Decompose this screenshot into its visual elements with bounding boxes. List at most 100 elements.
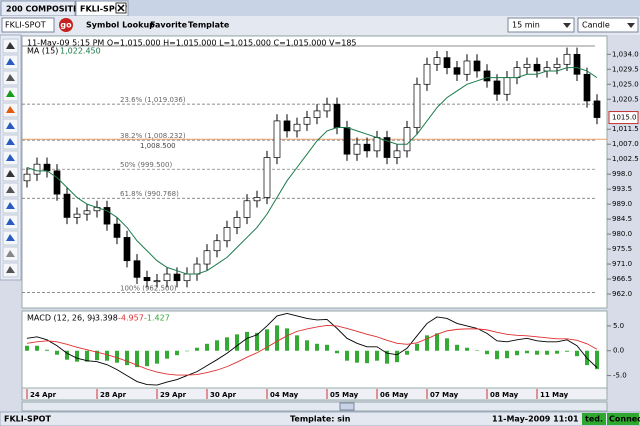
tool-icon	[6, 170, 15, 177]
histogram-bar	[285, 328, 289, 351]
dropdown-arrow	[563, 23, 571, 28]
histogram-bar	[525, 350, 529, 354]
histogram-bar	[275, 325, 279, 351]
candle-body	[43, 163, 51, 172]
candle-body	[413, 83, 421, 128]
candle-body	[253, 197, 261, 202]
candle-body	[463, 60, 471, 75]
x-tick-label: 04 May	[270, 391, 299, 399]
candle-body	[213, 240, 221, 252]
candle-body	[323, 103, 331, 112]
tool-icon	[6, 90, 15, 97]
last-price-label: 1015.0	[612, 114, 637, 122]
histogram-bar	[165, 350, 169, 359]
histogram-bar	[135, 350, 139, 368]
y-tick-label: 1,029.5	[612, 65, 639, 73]
ma-label: MA (15)	[27, 47, 58, 56]
candle-body	[303, 117, 311, 125]
candle-body	[113, 223, 121, 238]
fib-label: 100% (962.500)	[120, 284, 177, 292]
histogram-bar	[105, 350, 109, 361]
histogram-bar	[315, 343, 319, 351]
status-time: 11-May-2009 11:01 PM	[492, 415, 595, 424]
menu-item[interactable]: Favorite	[150, 21, 188, 30]
histogram-bar	[115, 350, 119, 363]
chart-type-dropdown[interactable]	[577, 17, 639, 33]
tool-icons	[2, 38, 19, 278]
tool-icon	[6, 250, 15, 257]
x-tick-label: 11 May	[540, 391, 569, 399]
histogram-bar	[335, 350, 339, 354]
tool-icon	[6, 186, 15, 193]
histogram-bar	[575, 350, 579, 357]
y-tick-label: 993.5	[612, 185, 632, 193]
menu-item[interactable]: Symbol Lookup	[86, 21, 155, 30]
symbol-input[interactable]	[1, 17, 55, 33]
tool-icon	[6, 234, 15, 241]
x-tick-label: 08 May	[490, 391, 519, 399]
candle-body	[263, 157, 271, 198]
x-tick-label: 05 May	[330, 391, 359, 399]
candle-body	[363, 143, 371, 152]
candle-body	[183, 273, 191, 282]
histogram-bar	[25, 345, 29, 351]
histogram-bar	[415, 343, 419, 351]
tab-bar	[0, 0, 640, 16]
candle-body	[83, 210, 91, 215]
macd-value: -3.398	[92, 314, 118, 323]
candle-body	[533, 63, 541, 72]
status-template: Template: sin	[290, 415, 351, 424]
histogram-bar	[485, 350, 489, 355]
candle-body	[53, 170, 61, 195]
histogram-bar	[295, 335, 299, 351]
ma-value: 1,022.450	[60, 47, 101, 56]
status-text: ted.	[585, 415, 603, 424]
histogram-bar	[155, 350, 159, 364]
y-tick-label: 1,011.5	[612, 125, 639, 133]
menu-item[interactable]: Template	[188, 21, 230, 30]
histogram-bar	[235, 334, 239, 351]
histogram-bar	[515, 350, 519, 356]
candle-body	[63, 193, 71, 218]
y-tick-label: 971.0	[612, 260, 632, 268]
candle-body	[73, 213, 81, 218]
histogram-bar	[125, 350, 129, 366]
histogram-bar	[535, 350, 539, 355]
candle-body	[173, 273, 181, 282]
y-tick-label: 0.0	[613, 347, 624, 355]
candle-body	[583, 73, 591, 102]
fib-label: 23.6% (1,019.036)	[120, 96, 186, 104]
candle-body	[283, 120, 291, 132]
histogram-bar	[565, 350, 569, 352]
x-tick-label: 07 May	[430, 391, 459, 399]
histogram-bar	[145, 350, 149, 367]
y-tick-label: -5.0	[613, 372, 627, 380]
candle-body	[133, 260, 141, 278]
macd-panel	[21, 310, 608, 389]
histogram-bar	[255, 332, 259, 351]
ohlc-header: 11-May-09 5:15 PM O=1,015.000 H=1,015.00…	[27, 39, 357, 48]
go-button[interactable]	[59, 18, 73, 32]
histogram-bar	[75, 350, 79, 362]
ma-line	[26, 67, 598, 275]
scroll-thumb[interactable]	[339, 402, 355, 411]
histogram-bar	[435, 333, 439, 351]
candle-body	[333, 103, 341, 128]
y-tick-label: 989.0	[612, 200, 632, 208]
macd-line	[26, 324, 598, 376]
candle-body	[453, 67, 461, 75]
x-tick-label: 28 Apr	[100, 391, 127, 399]
scrollbar[interactable]	[21, 401, 608, 412]
candle-body	[153, 280, 161, 283]
candle-body	[423, 63, 431, 85]
y-tick-label: 1,002.5	[612, 155, 639, 163]
candle-body	[243, 200, 251, 218]
histogram-bar	[595, 350, 599, 370]
fib-label: 61.8% (990.768)	[120, 190, 179, 198]
interval-dropdown[interactable]	[507, 17, 575, 33]
x-tick-label: 24 Apr	[30, 391, 57, 399]
tool-icon	[6, 122, 15, 129]
histogram-bar	[175, 350, 179, 356]
histogram-bar	[245, 331, 249, 351]
